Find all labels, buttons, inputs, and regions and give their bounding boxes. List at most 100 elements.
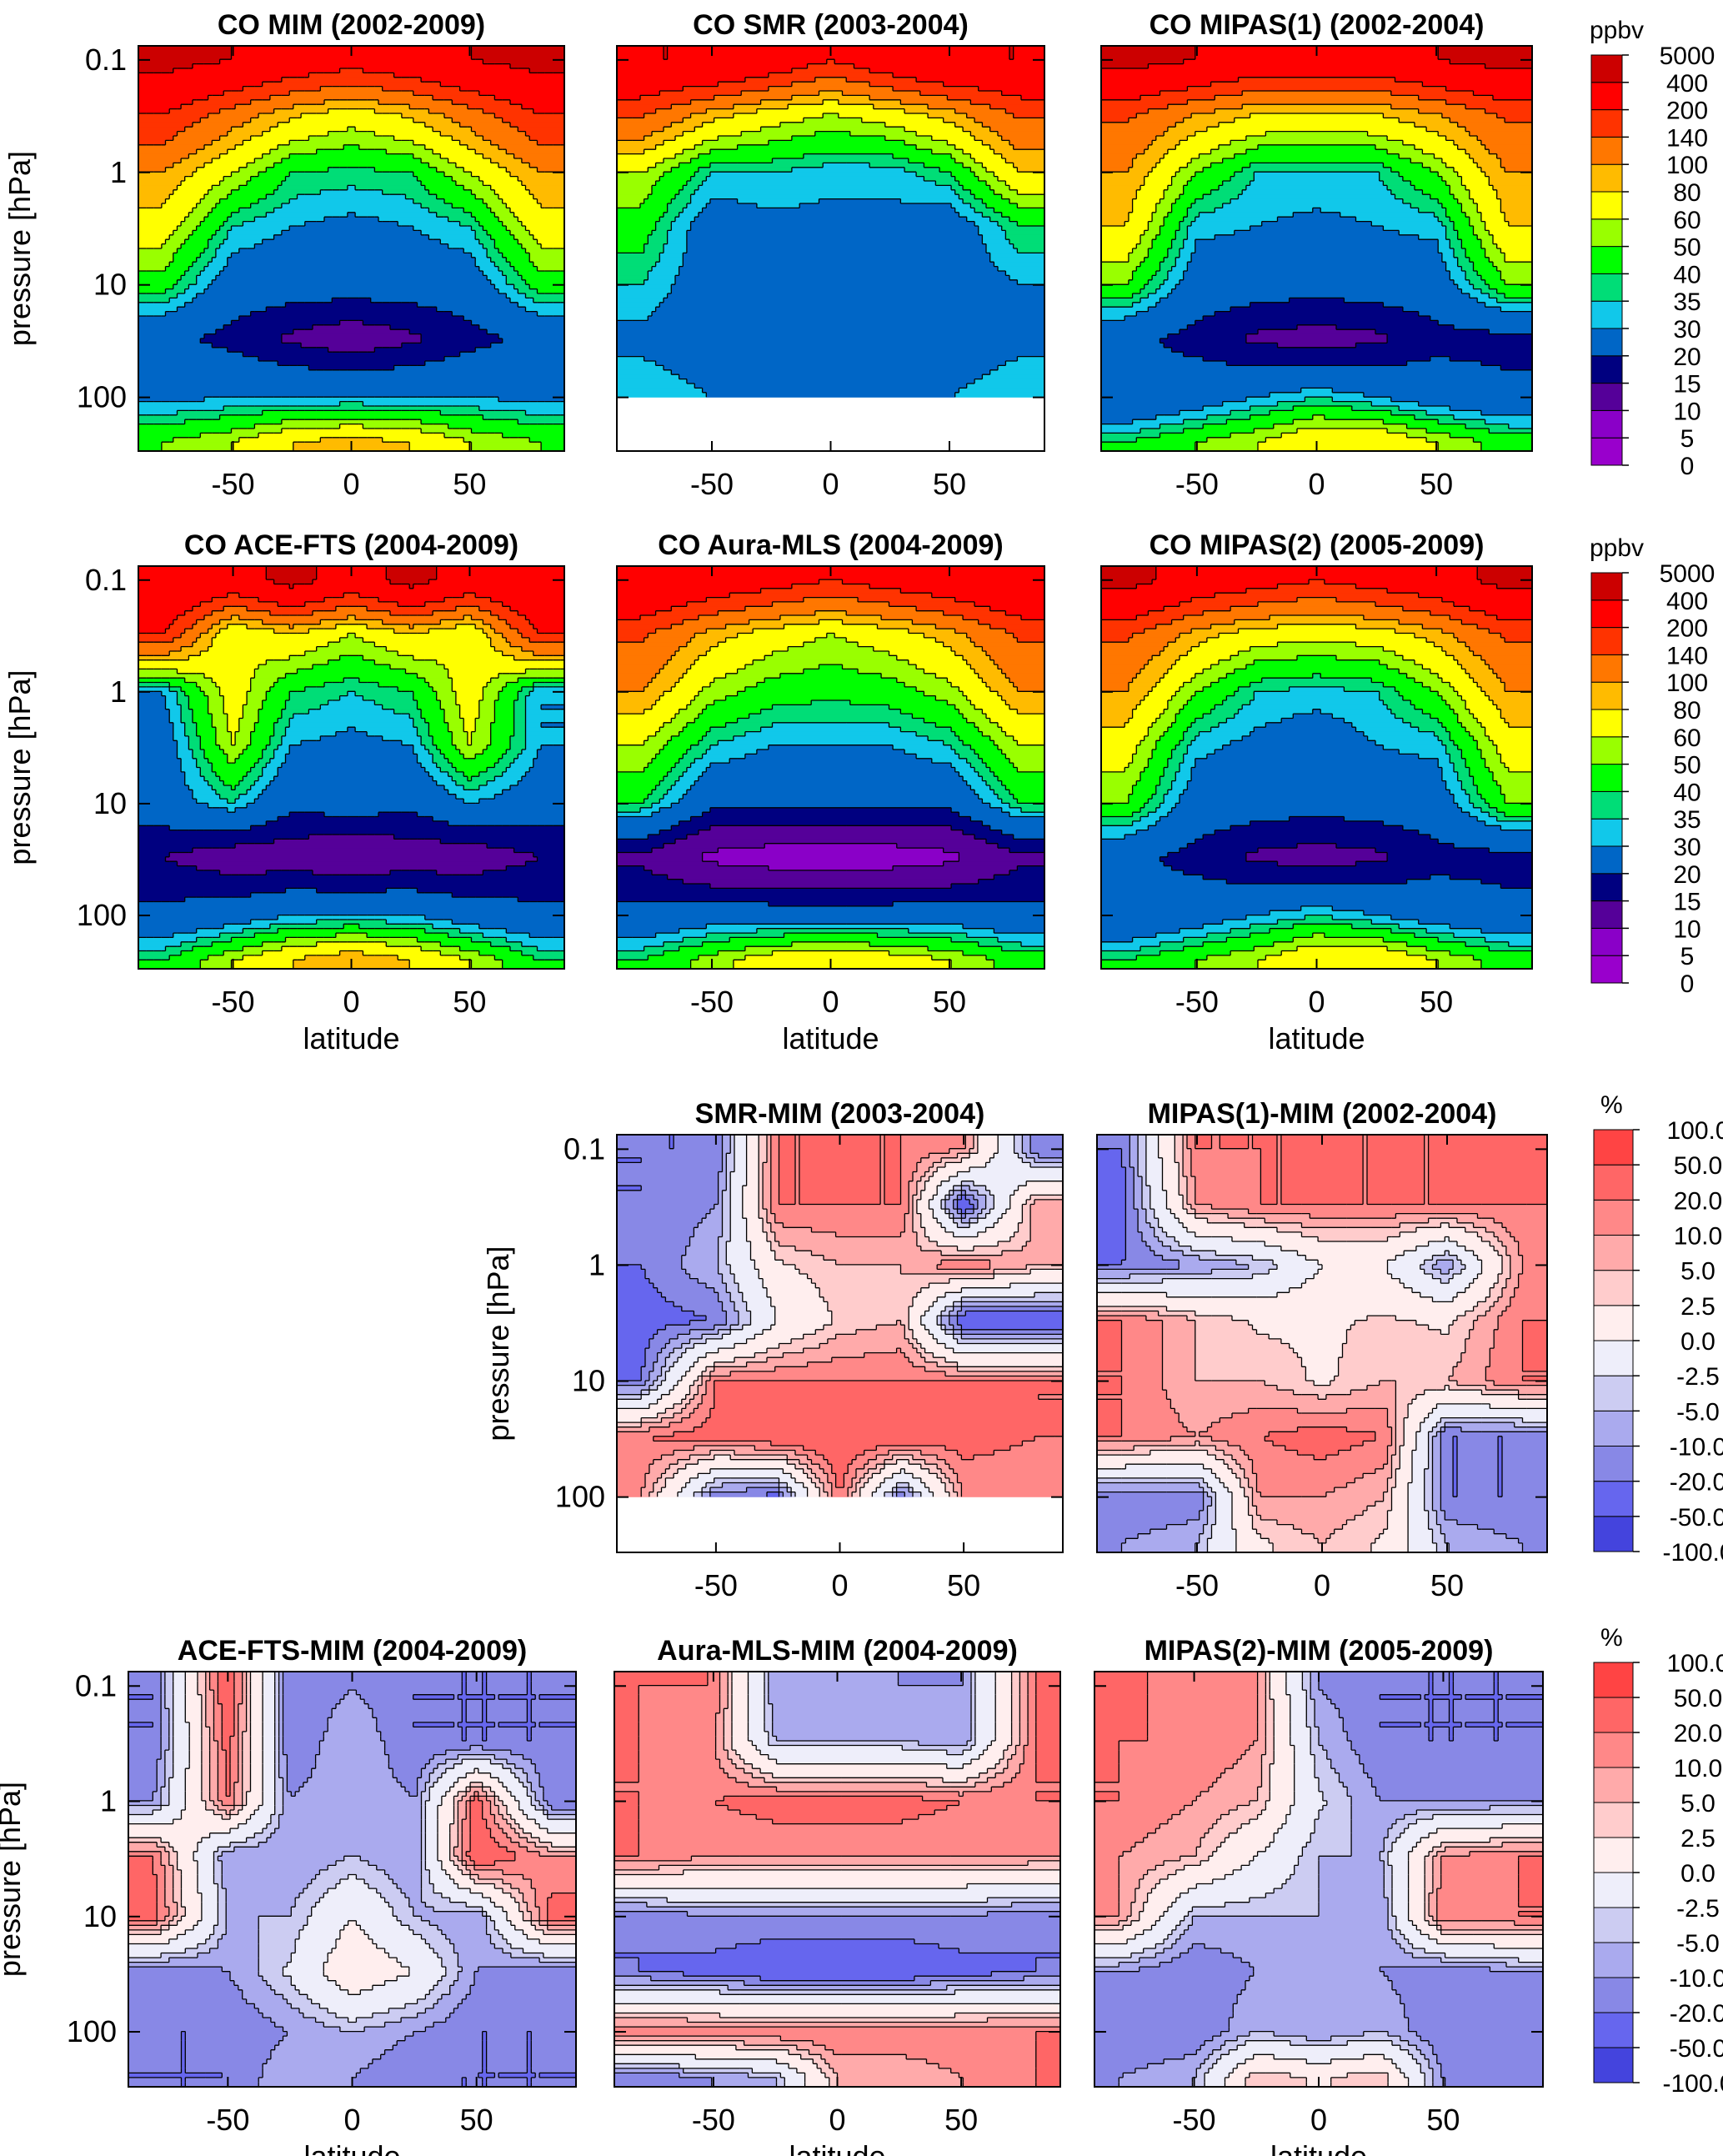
- contour-fill: [683, 149, 711, 155]
- contour-fill: [215, 771, 248, 777]
- contour-fill: [1132, 754, 1153, 760]
- contour-fill: [1406, 433, 1450, 439]
- contour-fill: [537, 946, 565, 952]
- contour-fill: [1450, 731, 1470, 737]
- contour-fill: [281, 946, 422, 952]
- contour-fill: [823, 113, 839, 118]
- contour-fill: [483, 619, 507, 625]
- contour-fill: [1280, 1162, 1364, 1168]
- contour-fill: [920, 1492, 934, 1497]
- contour-fill: [963, 198, 983, 204]
- contour-fill: [227, 722, 240, 728]
- contour-fill: [779, 1190, 796, 1196]
- contour-fill: [944, 1195, 950, 1201]
- contour-fill: [138, 437, 174, 443]
- contour-fill: [783, 1352, 865, 1358]
- contour-fill: [848, 1487, 857, 1493]
- contour-fill: [428, 163, 457, 168]
- contour-fill: [1148, 307, 1231, 313]
- contour-fill: [722, 1482, 780, 1488]
- contour-fill: [448, 790, 503, 795]
- contour-fill: [904, 127, 964, 133]
- contour-fill: [742, 1296, 772, 1302]
- contour-fill: [986, 167, 1018, 173]
- contour-fill: [1167, 333, 1247, 339]
- contour-fill: [1101, 234, 1141, 240]
- contour-fill: [617, 1431, 674, 1437]
- contour-fill: [663, 776, 680, 782]
- contour-fill: [653, 1283, 707, 1289]
- contour-fill: [982, 122, 1045, 128]
- contour-fill: [483, 870, 565, 875]
- contour-fill: [502, 221, 523, 227]
- contour-fill: [475, 257, 492, 263]
- contour-fill: [978, 230, 1006, 236]
- contour-fill: [316, 919, 387, 925]
- contour-fill: [617, 637, 645, 643]
- contour-fill: [443, 754, 464, 760]
- contour-fill: [783, 1222, 905, 1228]
- contour-fill: [219, 181, 248, 186]
- contour-fill: [969, 1222, 994, 1228]
- contour-fill: [763, 1190, 772, 1196]
- contour-fill: [219, 108, 275, 114]
- contour-fill: [947, 140, 983, 146]
- contour-fill: [880, 1139, 885, 1145]
- contour-fill: [722, 1222, 731, 1228]
- contour-fill: [1101, 897, 1533, 903]
- contour-fill: [165, 946, 193, 952]
- contour-fill: [1175, 1157, 1184, 1163]
- contour-fill: [1167, 758, 1185, 764]
- contour-fill: [363, 950, 441, 956]
- contour-fill: [750, 1241, 772, 1247]
- contour-fill: [1183, 185, 1220, 191]
- contour-fill: [819, 619, 844, 625]
- contour-fill: [881, 615, 964, 620]
- contour-fill: [518, 897, 565, 903]
- contour-fill: [1183, 1153, 1192, 1159]
- contour-fill: [1469, 731, 1486, 737]
- contour-fill: [974, 722, 999, 728]
- contour-fill: [200, 740, 217, 746]
- contour-fill: [819, 1287, 922, 1293]
- contour-fill: [617, 379, 688, 384]
- contour-fill: [1160, 424, 1204, 429]
- contour-fill: [774, 1251, 813, 1256]
- contour-fill: [212, 208, 240, 213]
- contour-fill: [766, 1153, 772, 1159]
- contour-fill: [459, 928, 507, 934]
- contour-fill: [1155, 682, 1185, 688]
- contour-fill: [655, 226, 672, 231]
- contour-fill: [1195, 735, 1243, 741]
- contour-fill: [982, 820, 1045, 826]
- contour-fill: [779, 1157, 796, 1163]
- contour-fill: [920, 1190, 938, 1196]
- contour-fill: [683, 131, 742, 137]
- contour-fill: [413, 198, 445, 204]
- contour-fill: [1493, 185, 1533, 191]
- contour-fill: [1270, 410, 1392, 416]
- contour-fill: [872, 1473, 894, 1479]
- contour-fill: [320, 735, 383, 741]
- panel-title: CO MIPAS(2) (2005-2009): [1150, 529, 1485, 561]
- contour-fill: [641, 1394, 663, 1400]
- contour-fill: [138, 369, 565, 375]
- contour-fill: [831, 1492, 849, 1497]
- contour-fill: [1375, 848, 1490, 854]
- contour-fill: [1454, 686, 1482, 692]
- contour-fill: [339, 950, 364, 956]
- contour-fill: [803, 118, 863, 123]
- contour-fill: [706, 108, 758, 114]
- contour-fill: [243, 86, 321, 92]
- contour-fill: [686, 203, 707, 208]
- contour-fill: [859, 1477, 869, 1484]
- contour-fill: [525, 615, 565, 620]
- contour-fill: [900, 1153, 930, 1159]
- contour-fill: [645, 1274, 691, 1280]
- contour-fill: [513, 234, 534, 240]
- contour-fill: [759, 1186, 764, 1191]
- contour-fill: [266, 574, 318, 580]
- contour-fill: [617, 1283, 654, 1289]
- contour-fill: [1395, 686, 1431, 692]
- contour-fill: [970, 785, 991, 790]
